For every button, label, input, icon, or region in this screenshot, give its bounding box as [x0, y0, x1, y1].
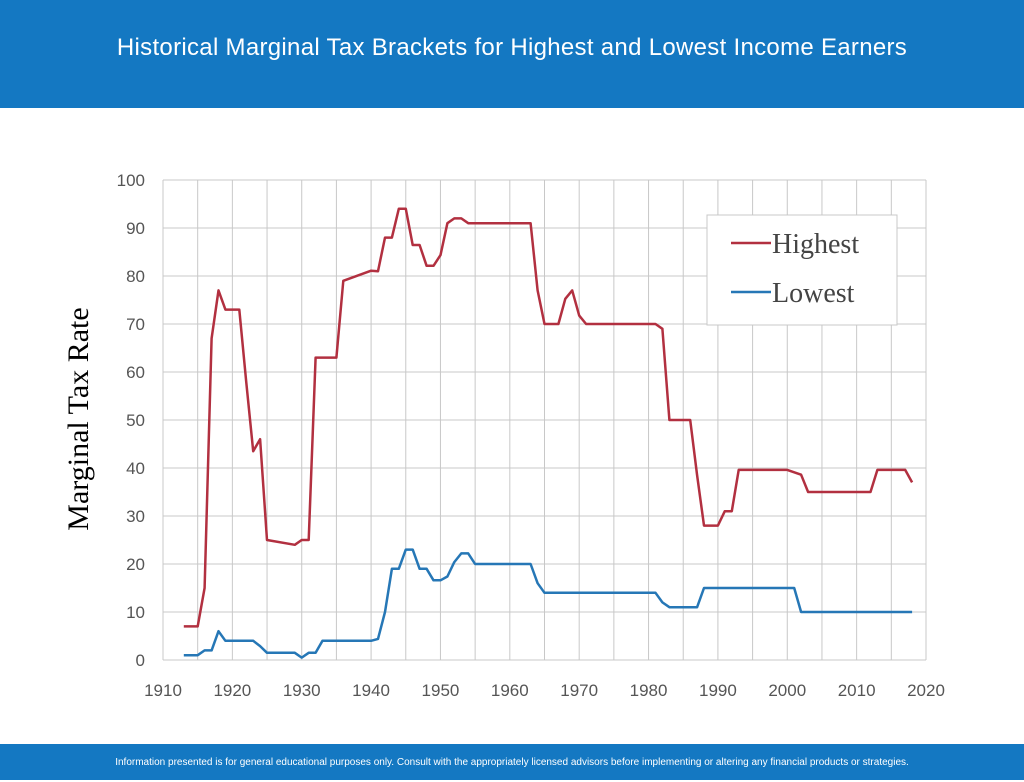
x-tick-label: 1930 — [283, 681, 321, 700]
x-tick-label: 2000 — [768, 681, 806, 700]
chart-grid — [162, 179, 927, 661]
y-axis-label: Marginal Tax Rate — [62, 307, 95, 530]
x-axis-ticks: 1910 1920 1930 1940 1950 1960 1970 1980 1990 2000… — [144, 681, 945, 700]
y-tick-label: 0 — [136, 651, 145, 670]
page-title: Historical Marginal Tax Brackets for Hig… — [116, 34, 908, 61]
legend-box — [706, 214, 898, 326]
y-tick-label: 10 — [126, 603, 145, 622]
series-line-highest — [183, 207, 914, 628]
x-tick-label: 1950 — [422, 681, 460, 700]
y-tick-label: 50 — [126, 411, 145, 430]
series-lines — [183, 207, 914, 659]
y-axis-ticks: 0 10 20 30 40 50 60 70 80 90 100 — [117, 171, 145, 670]
series-line-lowest — [183, 548, 913, 659]
y-tick-label: 90 — [126, 219, 145, 238]
x-tick-label: 1990 — [699, 681, 737, 700]
footer-banner: Information presented is for general edu… — [0, 744, 1024, 780]
disclaimer-text: Information presented is for general edu… — [115, 757, 909, 768]
x-tick-label: 1960 — [491, 681, 529, 700]
x-tick-label: 1920 — [213, 681, 251, 700]
x-tick-label: 1910 — [144, 681, 182, 700]
y-tick-label: 30 — [126, 507, 145, 526]
y-tick-label: 70 — [126, 315, 145, 334]
legend-label-highest: Highest — [772, 229, 859, 260]
x-tick-label: 2010 — [838, 681, 876, 700]
x-tick-label: 1970 — [560, 681, 598, 700]
x-tick-label: 2020 — [907, 681, 945, 700]
chart-legend: Highest Lowest — [706, 214, 898, 326]
y-tick-label: 60 — [126, 363, 145, 382]
y-tick-label: 100 — [117, 171, 145, 190]
x-tick-label: 1980 — [630, 681, 668, 700]
x-tick-label: 1940 — [352, 681, 390, 700]
y-tick-label: 20 — [126, 555, 145, 574]
y-tick-label: 80 — [126, 267, 145, 286]
y-tick-label: 40 — [126, 459, 145, 478]
header-banner: Historical Marginal Tax Brackets for Hig… — [0, 0, 1024, 108]
legend-label-lowest: Lowest — [772, 278, 855, 309]
